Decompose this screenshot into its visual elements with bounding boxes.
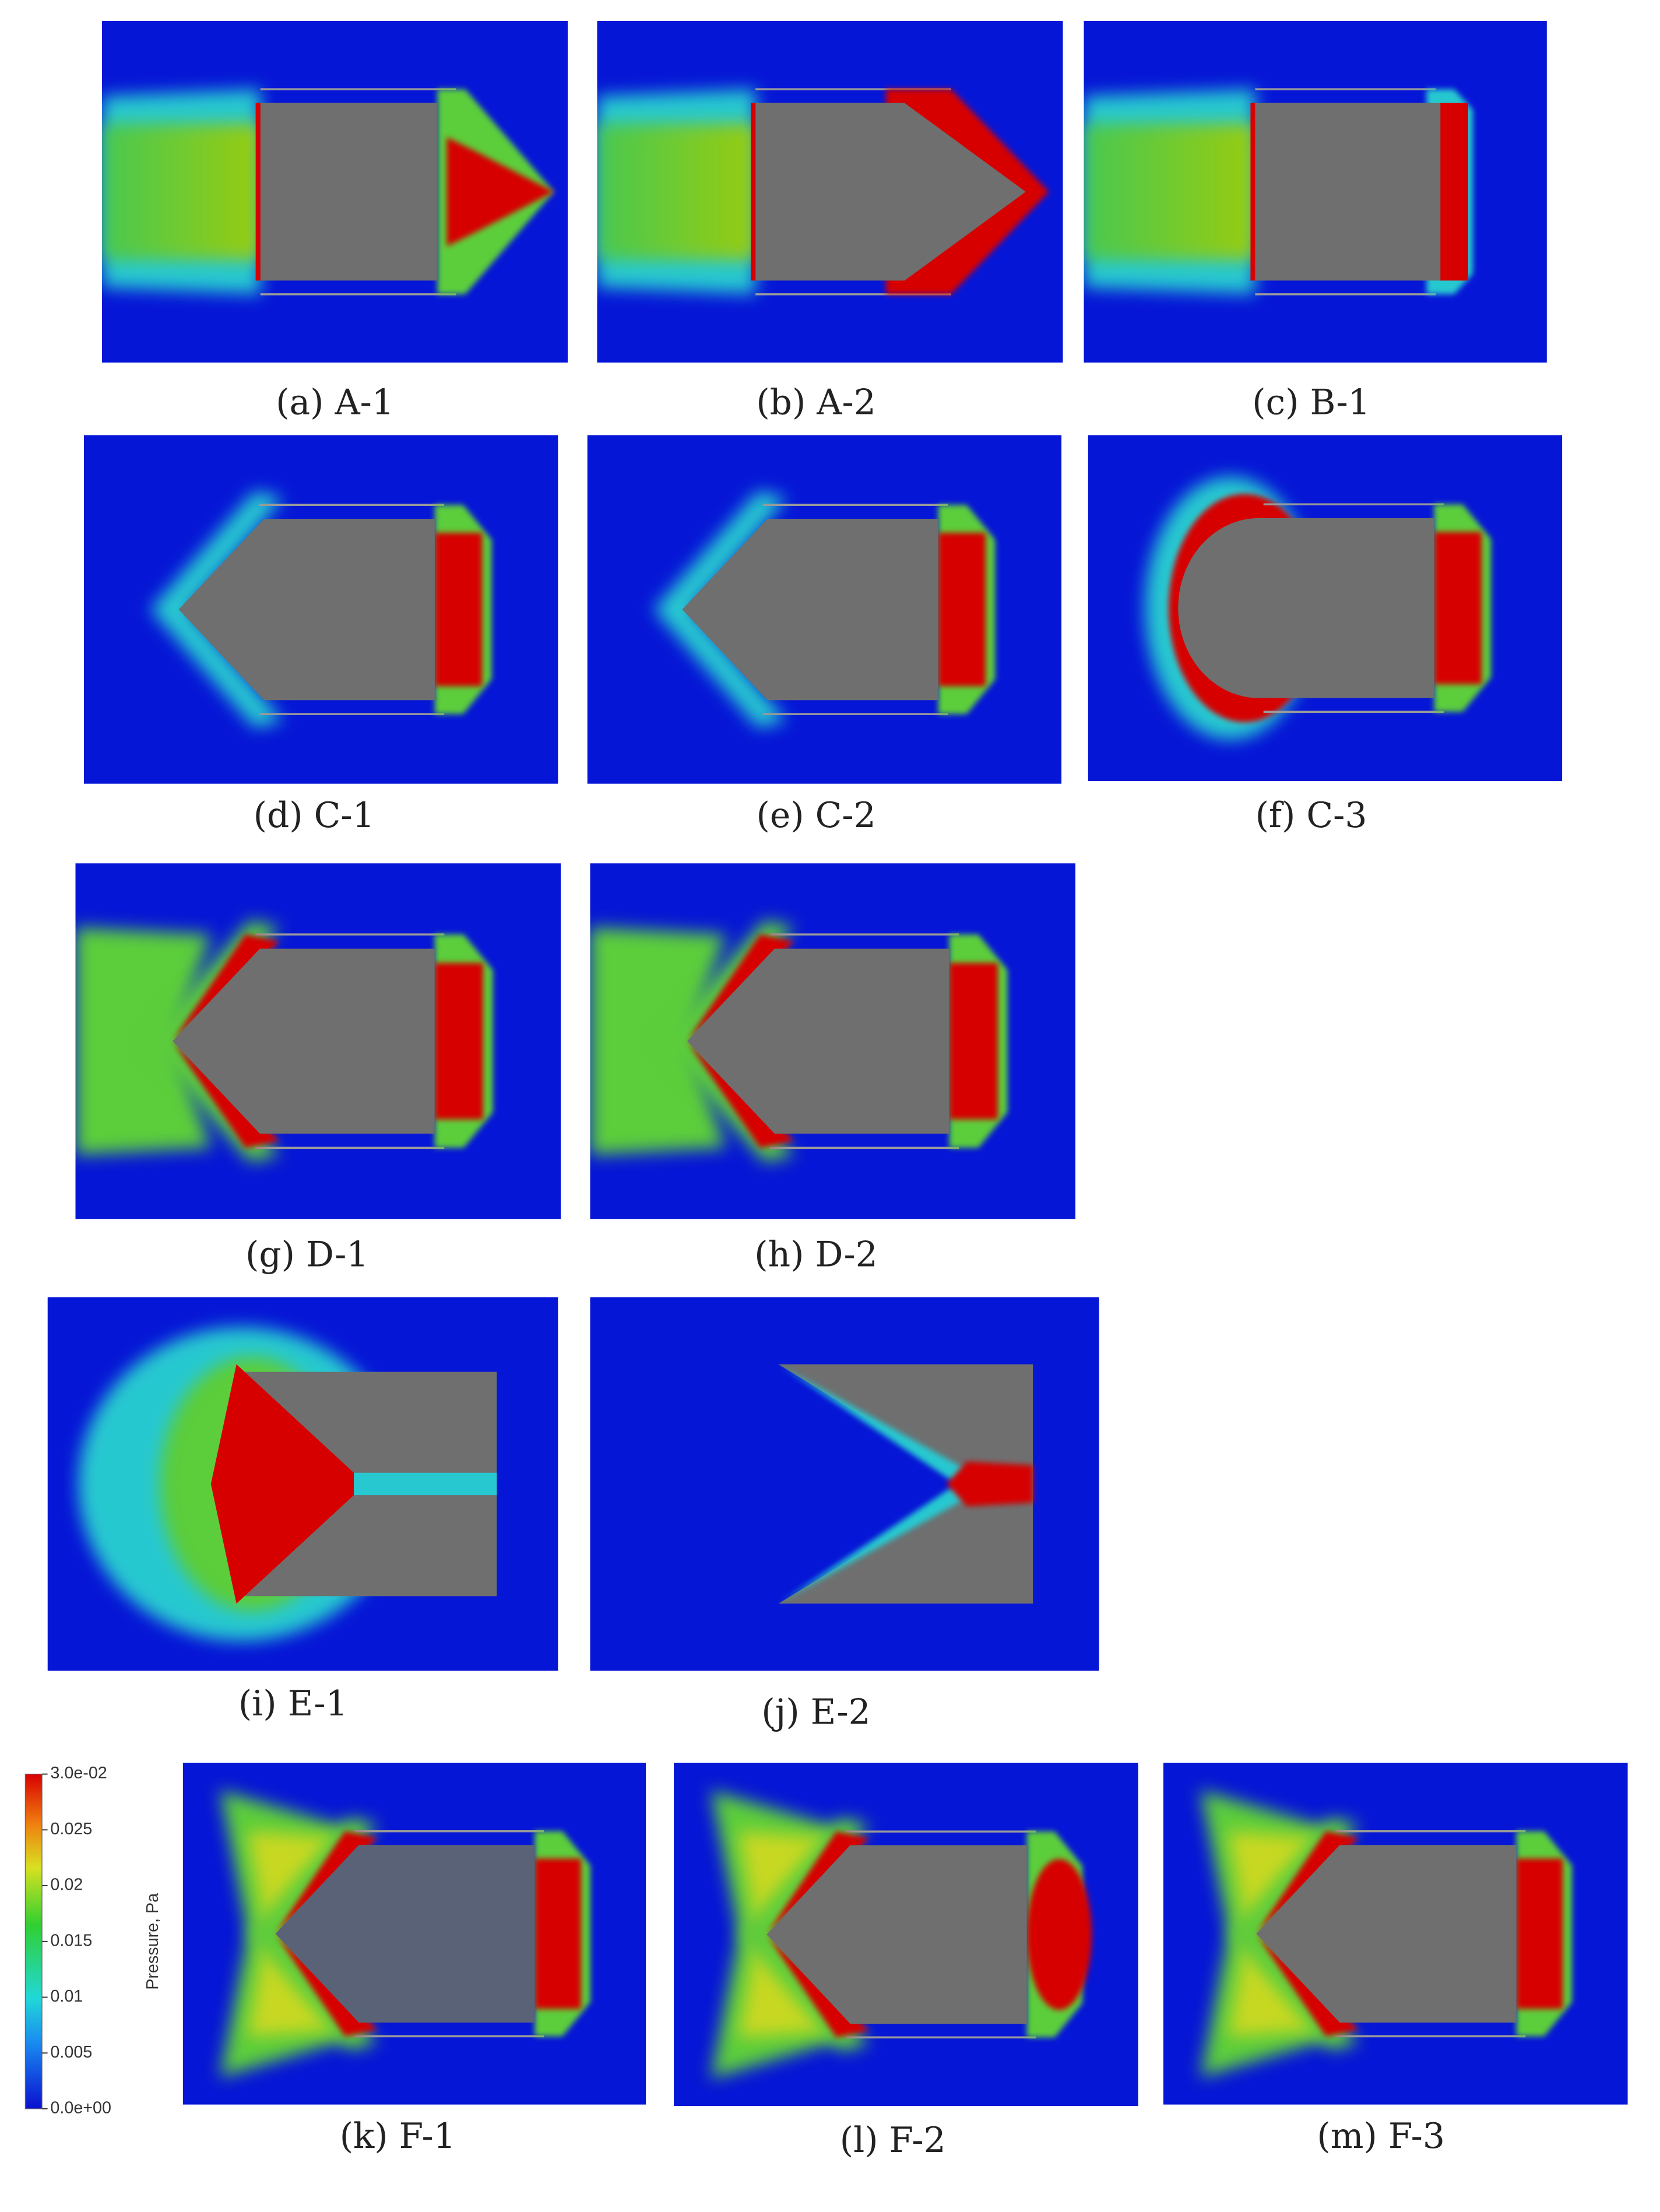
panels (47, 20, 1628, 2107)
field-region (1434, 532, 1482, 684)
field-region (210, 1364, 354, 1604)
field-region (434, 962, 483, 1120)
field-region (173, 948, 435, 1134)
field-region (597, 123, 756, 261)
caption: (i) E-1 (238, 1683, 348, 1724)
panel (597, 20, 1063, 363)
field-region (1440, 103, 1468, 281)
field-region (653, 491, 787, 729)
field-region (434, 533, 483, 687)
panel (587, 435, 1062, 784)
panel (1163, 1763, 1628, 2105)
field-region (657, 920, 794, 1162)
panel (83, 435, 558, 784)
field-region (260, 103, 438, 281)
field-region (101, 123, 261, 261)
field-region (682, 519, 938, 701)
field-region (778, 1364, 1033, 1604)
panel (1084, 20, 1547, 363)
caption: (l) F-2 (840, 2120, 946, 2161)
field-region (1026, 1859, 1092, 2010)
field-region (143, 920, 280, 1162)
field-region (150, 491, 283, 729)
panel (674, 1763, 1138, 2107)
colorbar-tick-label: 0.005 (50, 2043, 92, 2062)
colorbar-gradient (24, 1774, 43, 2109)
colorbar-tick-label: 3.0e-02 (50, 1764, 107, 1782)
caption: (c) B-1 (1252, 382, 1370, 423)
body (1178, 518, 1434, 698)
panel (590, 863, 1076, 1219)
colorbar: Pressure, Pa 3.0e-02 0.025 0.02 0.015 0.01 0.… (24, 1764, 162, 2118)
caption: (b) A-2 (756, 382, 875, 423)
caption: (f) C-3 (1255, 795, 1367, 836)
panel (75, 863, 561, 1219)
caption: (a) A-1 (276, 382, 394, 423)
field-region (687, 948, 949, 1134)
field-region (534, 1858, 581, 2009)
colorbar-title: Pressure, Pa (143, 1893, 162, 1990)
panel (101, 20, 568, 363)
field-region (178, 519, 435, 701)
field-region (1255, 103, 1441, 281)
field-region (1256, 1845, 1517, 2023)
panel (47, 1297, 558, 1671)
colorbar-tick-label: 0.0e+00 (50, 2099, 111, 2118)
field-region (1084, 123, 1255, 261)
caption: (d) C-1 (254, 795, 375, 836)
field-region (275, 1845, 535, 2023)
caption: (h) D-2 (754, 1235, 878, 1275)
field-region (738, 1817, 869, 2051)
colorbar-tick-label: 0.025 (50, 1820, 92, 1838)
field-region (248, 1831, 340, 2037)
field-region (1228, 1831, 1321, 2037)
panel (182, 1763, 646, 2105)
field-region (248, 1817, 378, 2050)
field-region (949, 962, 998, 1120)
field-region (938, 533, 986, 687)
caption: (m) F-3 (1317, 2116, 1444, 2157)
panel (590, 1297, 1099, 1671)
colorbar-tick-label: 0.02 (50, 1876, 83, 1894)
field-region (1516, 1858, 1563, 2009)
field-region (446, 137, 554, 247)
panel (1088, 435, 1563, 781)
field-region (354, 1472, 497, 1496)
colorbar-tick-label: 0.01 (50, 1987, 83, 2006)
field-region (766, 1845, 1027, 2024)
colorbar-tick-label: 0.015 (50, 1931, 92, 1950)
field-region (946, 1461, 1033, 1507)
caption: (k) F-1 (340, 2116, 456, 2157)
caption: (g) D-1 (245, 1235, 368, 1275)
field-region (755, 103, 1026, 281)
field-region (738, 1831, 832, 2038)
field-region (1228, 1817, 1359, 2050)
caption: (j) E-2 (761, 1692, 870, 1733)
caption: (e) C-2 (757, 795, 876, 836)
